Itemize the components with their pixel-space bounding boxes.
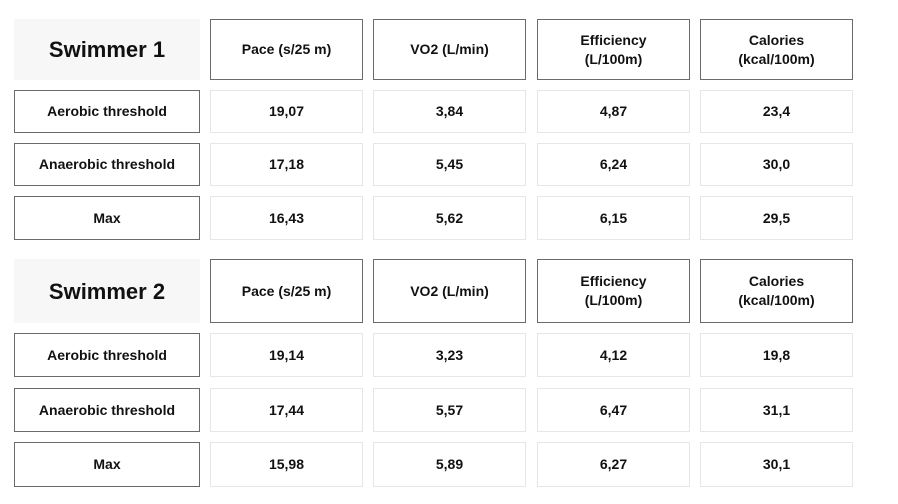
header-line: (kcal/100m) bbox=[738, 292, 815, 308]
data-cell: 6,15 bbox=[537, 196, 690, 240]
row-label: Aerobic threshold bbox=[14, 90, 200, 133]
header-line: (L/100m) bbox=[584, 50, 643, 67]
table-title: Swimmer 1 bbox=[14, 19, 200, 80]
column-header: VO2 (L/min) bbox=[373, 259, 526, 323]
data-cell: 29,5 bbox=[700, 196, 853, 240]
header-line: VO2 (L/min) bbox=[410, 282, 489, 299]
header-line: (kcal/100m) bbox=[738, 50, 815, 67]
data-cell: 31,1 bbox=[700, 388, 853, 432]
row-label: Anaerobic threshold bbox=[14, 388, 200, 432]
column-header: Pace (s/25 m) bbox=[210, 259, 363, 323]
row-label: Max bbox=[14, 442, 200, 487]
data-cell: 30,1 bbox=[700, 442, 853, 487]
header-line: Efficiency bbox=[580, 31, 647, 48]
data-cell: 3,23 bbox=[373, 333, 526, 377]
row-label: Max bbox=[14, 196, 200, 240]
data-cell: 6,27 bbox=[537, 442, 690, 487]
header-line: Calories bbox=[748, 31, 805, 48]
data-cell: 17,18 bbox=[210, 143, 363, 186]
header-line: Pace (s/25 m) bbox=[241, 41, 332, 57]
data-cell: 5,62 bbox=[373, 196, 526, 240]
column-header: Efficiency (L/100m) bbox=[537, 259, 690, 323]
header-line: Pace (s/25 m) bbox=[241, 282, 332, 299]
header-line: (L/100m) bbox=[584, 292, 643, 308]
row-label: Aerobic threshold bbox=[14, 333, 200, 377]
data-cell: 19,07 bbox=[210, 90, 363, 133]
data-cell: 17,44 bbox=[210, 388, 363, 432]
data-cell: 4,12 bbox=[537, 333, 690, 377]
data-cell: 19,14 bbox=[210, 333, 363, 377]
data-cell: 19,8 bbox=[700, 333, 853, 377]
column-header: Calories (kcal/100m) bbox=[700, 19, 853, 80]
data-cell: 16,43 bbox=[210, 196, 363, 240]
data-cell: 4,87 bbox=[537, 90, 690, 133]
data-cell: 5,45 bbox=[373, 143, 526, 186]
column-header: Efficiency (L/100m) bbox=[537, 19, 690, 80]
data-cell: 6,47 bbox=[537, 388, 690, 432]
data-cell: 5,89 bbox=[373, 442, 526, 487]
table-title: Swimmer 2 bbox=[14, 259, 200, 323]
header-line: Efficiency bbox=[580, 273, 647, 289]
row-label: Anaerobic threshold bbox=[14, 143, 200, 186]
data-cell: 23,4 bbox=[700, 90, 853, 133]
header-line: Calories bbox=[748, 273, 805, 289]
data-cell: 6,24 bbox=[537, 143, 690, 186]
column-header: Calories (kcal/100m) bbox=[700, 259, 853, 323]
header-line: VO2 (L/min) bbox=[410, 41, 489, 57]
data-cell: 5,57 bbox=[373, 388, 526, 432]
data-cell: 30,0 bbox=[700, 143, 853, 186]
data-cell: 3,84 bbox=[373, 90, 526, 133]
column-header: VO2 (L/min) bbox=[373, 19, 526, 80]
data-cell: 15,98 bbox=[210, 442, 363, 487]
column-header: Pace (s/25 m) bbox=[210, 19, 363, 80]
